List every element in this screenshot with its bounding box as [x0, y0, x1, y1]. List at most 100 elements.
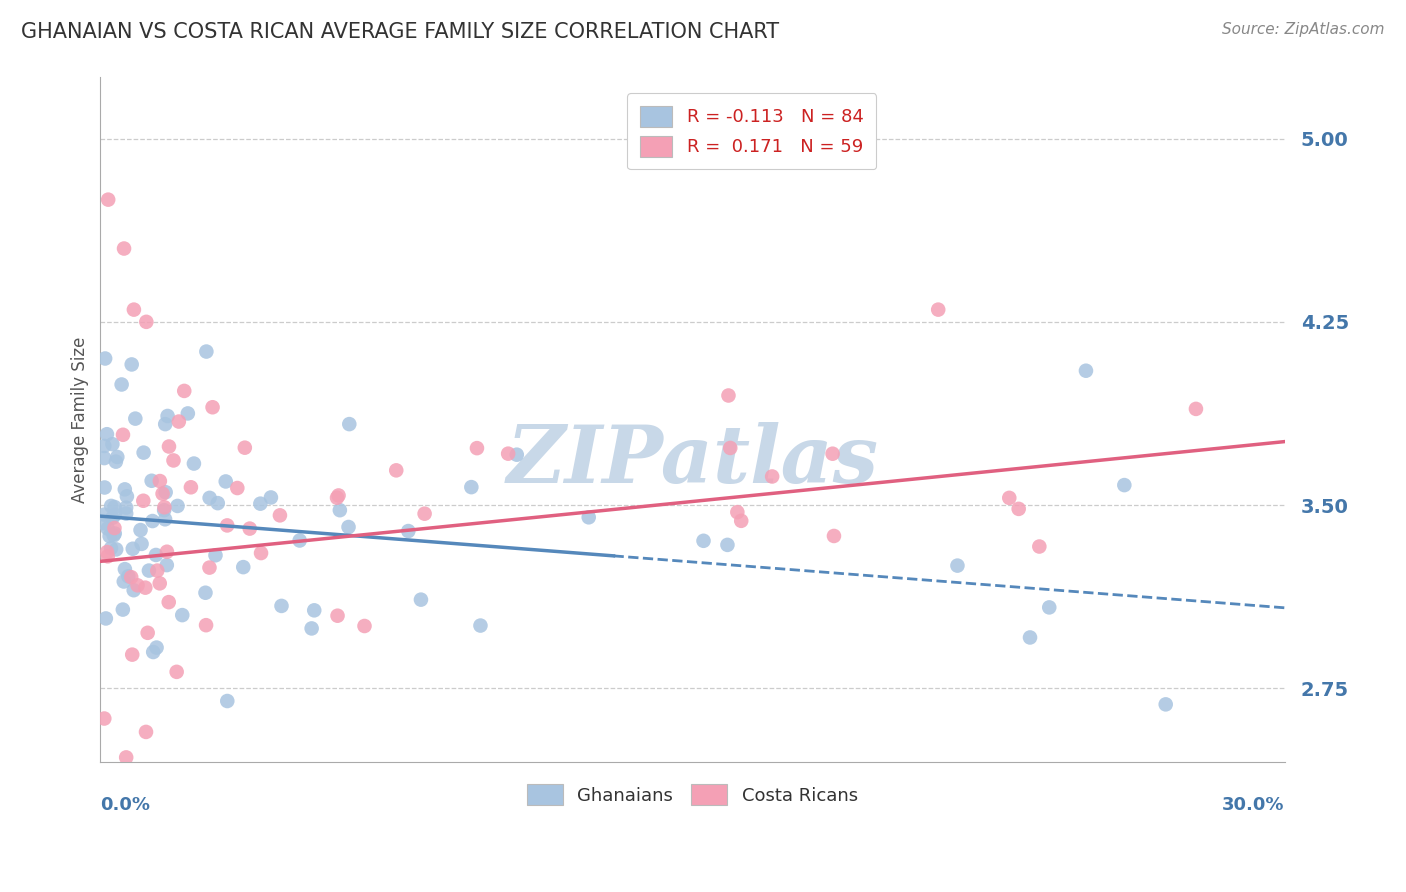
Point — [717, 388, 740, 402]
Point — [177, 406, 200, 420]
Point — [93, 451, 115, 466]
Point — [173, 384, 195, 398]
Point — [460, 480, 482, 494]
Point — [101, 437, 124, 451]
Point — [194, 586, 217, 600]
Point — [157, 440, 180, 454]
Point — [1038, 600, 1060, 615]
Point — [97, 549, 120, 564]
Point — [198, 491, 221, 505]
Point — [142, 645, 165, 659]
Point — [353, 619, 375, 633]
Point — [260, 491, 283, 505]
Point — [396, 524, 419, 538]
Point — [927, 302, 949, 317]
Point — [692, 533, 714, 548]
Point — [207, 496, 229, 510]
Point — [172, 608, 194, 623]
Point — [302, 603, 325, 617]
Point — [301, 622, 323, 636]
Point — [269, 508, 291, 523]
Point — [496, 447, 519, 461]
Point — [946, 558, 969, 573]
Point — [112, 574, 135, 589]
Point — [132, 445, 155, 459]
Point — [104, 455, 127, 469]
Point — [153, 512, 176, 526]
Text: 30.0%: 30.0% — [1222, 796, 1285, 814]
Point — [156, 545, 179, 559]
Point — [114, 483, 136, 497]
Point — [226, 481, 249, 495]
Point — [105, 542, 128, 557]
Point — [1028, 540, 1050, 554]
Point — [103, 521, 125, 535]
Point — [93, 712, 115, 726]
Text: ZIPatlas: ZIPatlas — [506, 422, 879, 500]
Point — [506, 448, 529, 462]
Point — [153, 503, 176, 517]
Point — [96, 427, 118, 442]
Point — [167, 415, 190, 429]
Point — [249, 497, 271, 511]
Point — [93, 516, 115, 531]
Point — [121, 541, 143, 556]
Y-axis label: Average Family Size: Average Family Size — [72, 336, 89, 503]
Point — [111, 602, 134, 616]
Point — [111, 427, 134, 442]
Point — [115, 489, 138, 503]
Point — [1008, 501, 1031, 516]
Point — [1019, 631, 1042, 645]
Point — [136, 625, 159, 640]
Point — [233, 441, 256, 455]
Point — [132, 493, 155, 508]
Point — [1074, 364, 1097, 378]
Point — [135, 315, 157, 329]
Point — [998, 491, 1021, 505]
Point — [141, 514, 163, 528]
Point — [124, 411, 146, 425]
Point — [155, 485, 177, 500]
Point — [97, 522, 120, 536]
Point — [156, 409, 179, 423]
Legend: Ghanaians, Costa Ricans: Ghanaians, Costa Ricans — [517, 775, 868, 814]
Point — [217, 518, 239, 533]
Point — [821, 447, 844, 461]
Point — [94, 611, 117, 625]
Point — [98, 529, 121, 543]
Point — [288, 533, 311, 548]
Point — [725, 505, 748, 519]
Point — [470, 618, 492, 632]
Point — [180, 480, 202, 494]
Point — [326, 491, 349, 505]
Point — [115, 750, 138, 764]
Point — [166, 665, 188, 679]
Point — [101, 510, 124, 524]
Point — [465, 441, 488, 455]
Point — [97, 193, 120, 207]
Point — [134, 581, 156, 595]
Point — [730, 514, 752, 528]
Point — [201, 401, 224, 415]
Point — [1154, 698, 1177, 712]
Point — [215, 475, 238, 489]
Point — [183, 457, 205, 471]
Point — [135, 725, 157, 739]
Point — [104, 500, 127, 514]
Point — [153, 500, 176, 515]
Point — [105, 450, 128, 464]
Point — [100, 541, 122, 556]
Point — [337, 417, 360, 431]
Point — [104, 526, 127, 541]
Point — [117, 569, 139, 583]
Point — [93, 481, 115, 495]
Point — [120, 570, 142, 584]
Point — [131, 537, 153, 551]
Point — [146, 564, 169, 578]
Point — [232, 560, 254, 574]
Point — [96, 545, 118, 559]
Point — [195, 618, 218, 632]
Point — [195, 344, 218, 359]
Point — [129, 523, 152, 537]
Point — [204, 549, 226, 563]
